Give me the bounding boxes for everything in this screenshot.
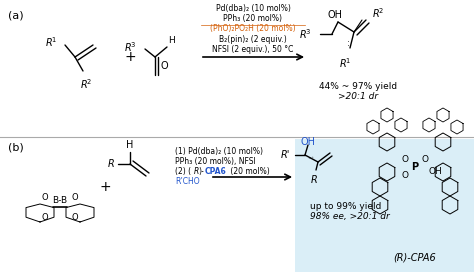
Text: H: H xyxy=(126,140,134,150)
Text: R$^1$: R$^1$ xyxy=(339,56,351,70)
Text: O: O xyxy=(72,193,78,202)
Text: Pd(dba)₂ (10 mol%): Pd(dba)₂ (10 mol%) xyxy=(216,4,291,13)
Text: O: O xyxy=(401,154,409,163)
Text: R$^2$: R$^2$ xyxy=(372,6,384,20)
Text: OH: OH xyxy=(301,137,316,147)
Text: (R)-CPA6: (R)-CPA6 xyxy=(393,252,437,262)
Text: R: R xyxy=(194,167,199,176)
Text: P: P xyxy=(411,162,419,172)
Text: +: + xyxy=(99,180,111,194)
Text: PPh₃ (20 mol%), NFSI: PPh₃ (20 mol%), NFSI xyxy=(175,157,256,166)
Text: NFSI (2 equiv.), 50 °C: NFSI (2 equiv.), 50 °C xyxy=(212,45,294,54)
Text: R: R xyxy=(107,159,114,169)
Text: (PhO)₂PO₂H (20 mol%): (PhO)₂PO₂H (20 mol%) xyxy=(210,24,296,33)
Text: >20:1 dr: >20:1 dr xyxy=(338,92,378,101)
Text: (1) Pd(dba)₂ (10 mol%): (1) Pd(dba)₂ (10 mol%) xyxy=(175,147,263,156)
Text: CPA6: CPA6 xyxy=(205,167,227,176)
Text: (2) (: (2) ( xyxy=(175,167,191,176)
Text: R$^1$: R$^1$ xyxy=(45,35,57,49)
Text: R$^2$: R$^2$ xyxy=(80,77,92,91)
Text: :: : xyxy=(346,39,349,48)
Text: ···: ··· xyxy=(307,154,315,162)
Text: O: O xyxy=(72,212,78,221)
Text: up to 99% yield: up to 99% yield xyxy=(310,202,382,211)
Text: 44% ~ 97% yield: 44% ~ 97% yield xyxy=(319,82,397,91)
Text: R': R' xyxy=(281,150,290,160)
Text: 98% ee, >20:1 dr: 98% ee, >20:1 dr xyxy=(310,212,390,221)
Text: O: O xyxy=(161,61,169,71)
Text: O: O xyxy=(42,193,48,202)
Text: R: R xyxy=(310,175,318,185)
Text: (20 mol%): (20 mol%) xyxy=(228,167,270,176)
Text: R$^3$: R$^3$ xyxy=(300,27,312,41)
Text: OH: OH xyxy=(429,168,443,177)
Text: R’CHO: R’CHO xyxy=(175,177,200,186)
Text: +: + xyxy=(124,50,136,64)
Bar xyxy=(295,139,474,272)
Text: B-B: B-B xyxy=(53,196,68,205)
Text: B₂(pin)₂ (2 equiv.): B₂(pin)₂ (2 equiv.) xyxy=(219,35,287,44)
Text: (a): (a) xyxy=(8,10,24,20)
Text: )-: )- xyxy=(198,167,204,176)
Text: O: O xyxy=(42,212,48,221)
Text: PPh₃ (20 mol%): PPh₃ (20 mol%) xyxy=(224,14,283,23)
Text: (b): (b) xyxy=(8,142,24,152)
Text: OH: OH xyxy=(328,10,343,20)
Text: O: O xyxy=(421,154,428,163)
Text: H: H xyxy=(168,36,175,45)
Text: O: O xyxy=(401,171,409,180)
Text: R$^3$: R$^3$ xyxy=(124,40,137,54)
